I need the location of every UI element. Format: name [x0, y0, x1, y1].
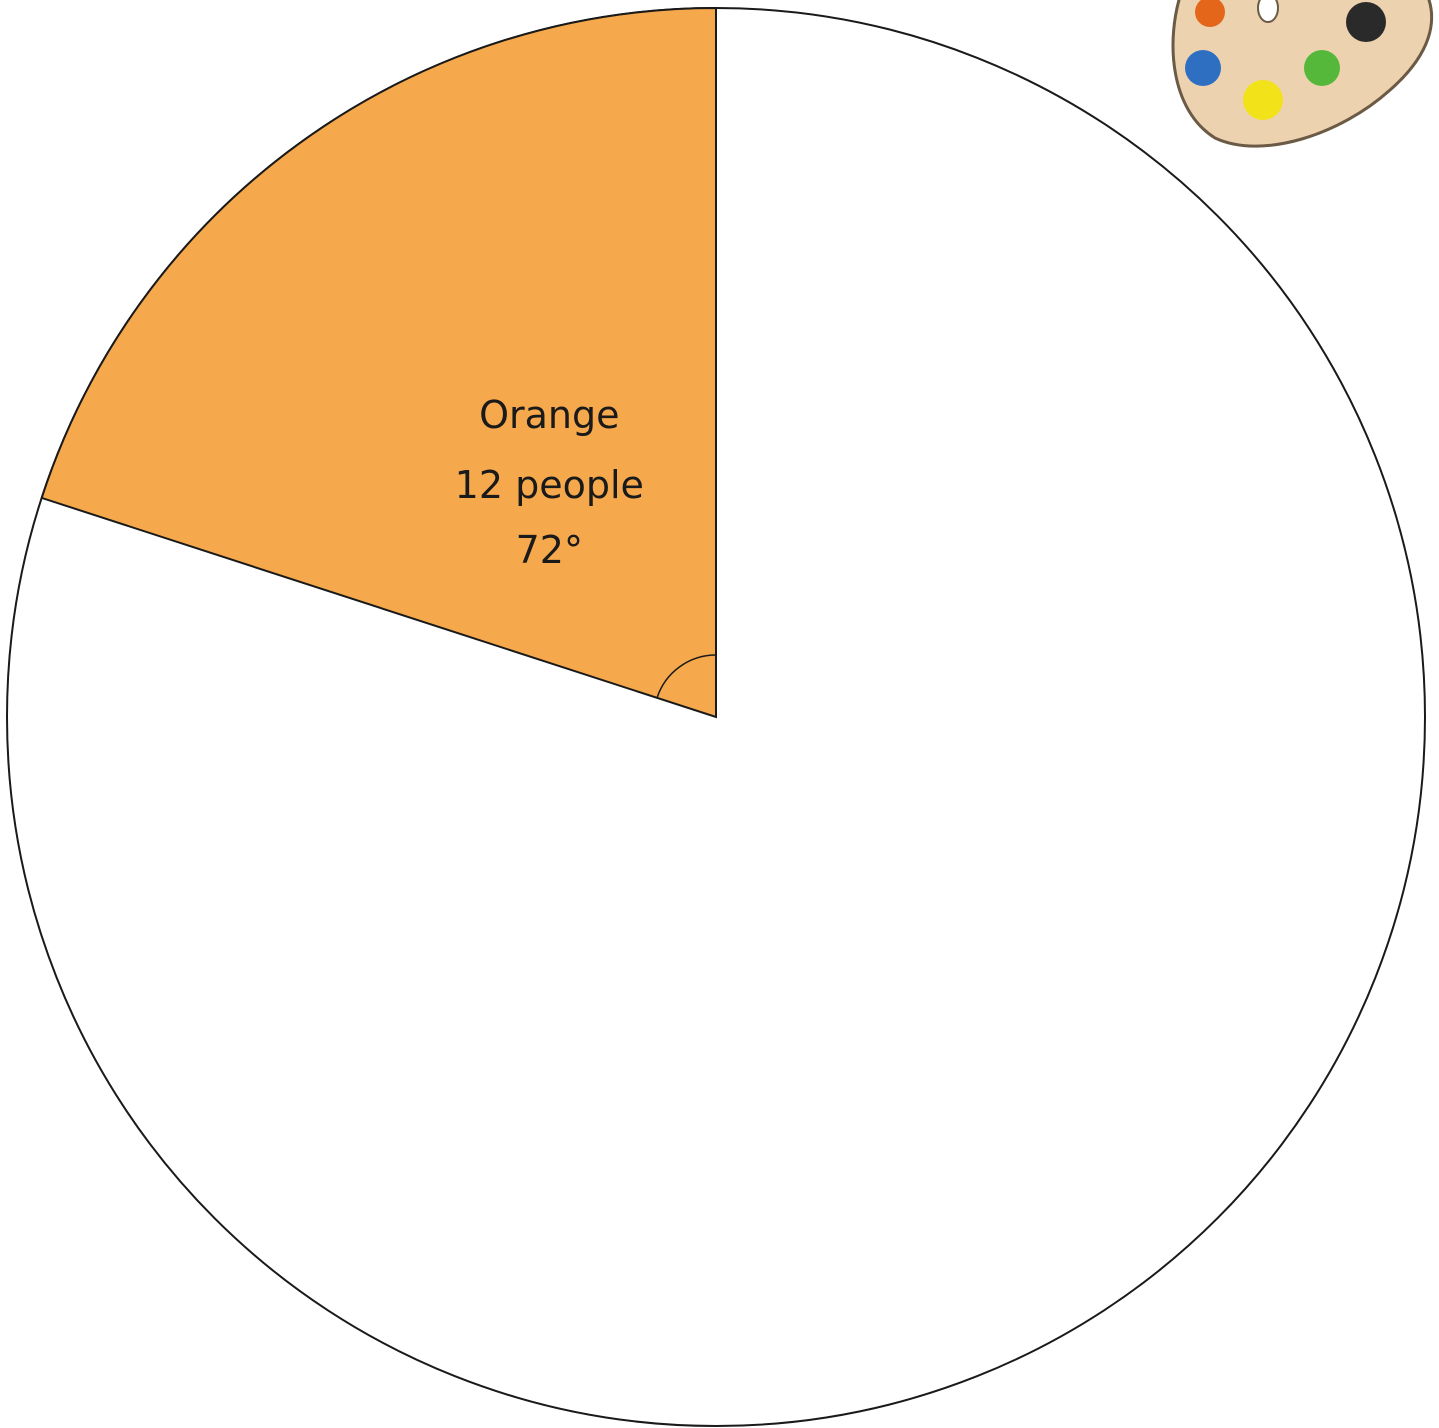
slice-count: 12 people: [455, 463, 644, 507]
palette-icon: [1173, 0, 1432, 146]
chart: Orange 12 people 72°: [0, 0, 1439, 1428]
slice-label: Orange: [479, 393, 619, 437]
slice-angle: 72°: [516, 528, 583, 572]
